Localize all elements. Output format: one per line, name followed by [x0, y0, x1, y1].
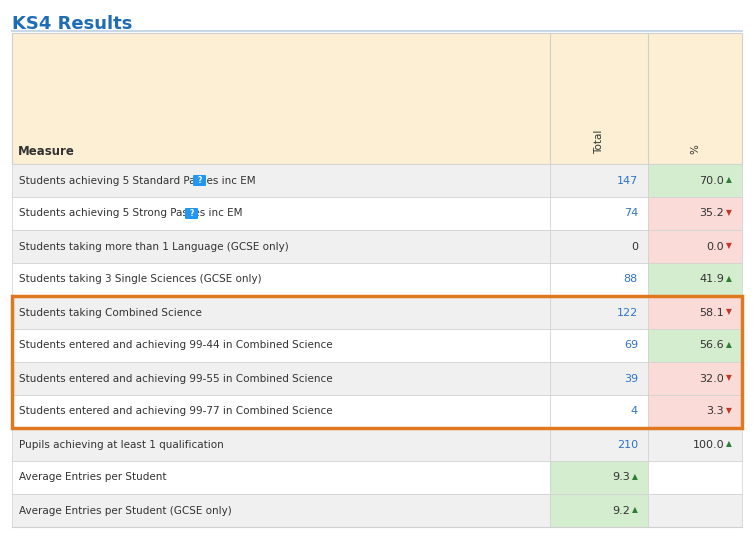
Bar — [550, 494, 648, 527]
Bar — [550, 461, 648, 494]
Text: 4: 4 — [631, 406, 638, 417]
Text: KS4 Results: KS4 Results — [12, 15, 132, 33]
Text: ▲: ▲ — [726, 176, 732, 184]
Text: Average Entries per Student: Average Entries per Student — [19, 473, 167, 483]
Bar — [12, 33, 742, 164]
Text: Students entered and achieving 99-77 in Combined Science: Students entered and achieving 99-77 in … — [19, 406, 333, 417]
Text: ▼: ▼ — [726, 307, 732, 317]
FancyBboxPatch shape — [185, 208, 198, 219]
Bar — [550, 428, 648, 461]
Bar — [648, 296, 742, 329]
Text: 3.3: 3.3 — [707, 406, 724, 417]
Bar — [550, 296, 648, 329]
Text: 88: 88 — [624, 274, 638, 284]
Text: 70.0: 70.0 — [699, 176, 724, 186]
Bar — [648, 263, 742, 296]
Bar — [648, 164, 742, 197]
Text: 32.0: 32.0 — [699, 373, 724, 384]
Text: %: % — [690, 144, 700, 154]
Bar — [12, 428, 550, 461]
Bar — [12, 164, 550, 197]
Text: ▼: ▼ — [726, 242, 732, 250]
Text: 9.3: 9.3 — [612, 473, 630, 483]
Text: 100.0: 100.0 — [692, 440, 724, 450]
Text: Students entered and achieving 99-55 in Combined Science: Students entered and achieving 99-55 in … — [19, 373, 333, 384]
Text: ▼: ▼ — [726, 406, 732, 416]
Text: 41.9: 41.9 — [699, 274, 724, 284]
Bar — [648, 428, 742, 461]
Bar — [550, 395, 648, 428]
Bar — [648, 230, 742, 263]
Bar — [550, 362, 648, 395]
Bar — [648, 362, 742, 395]
Text: ▲: ▲ — [726, 340, 732, 350]
Text: 74: 74 — [624, 209, 638, 219]
Bar — [12, 494, 550, 527]
Text: Measure: Measure — [18, 145, 75, 158]
Bar — [12, 263, 550, 296]
Text: Students entered and achieving 99-44 in Combined Science: Students entered and achieving 99-44 in … — [19, 340, 333, 350]
Text: 122: 122 — [617, 307, 638, 317]
Bar — [12, 362, 550, 395]
Text: ▲: ▲ — [726, 274, 732, 283]
Text: 210: 210 — [617, 440, 638, 450]
Text: Students taking Combined Science: Students taking Combined Science — [19, 307, 202, 317]
Bar — [648, 329, 742, 362]
Text: 56.6: 56.6 — [699, 340, 724, 350]
Text: Students taking 3 Single Sciences (GCSE only): Students taking 3 Single Sciences (GCSE … — [19, 274, 262, 284]
Text: 0.0: 0.0 — [707, 242, 724, 251]
Bar — [550, 263, 648, 296]
Bar — [550, 197, 648, 230]
Text: 58.1: 58.1 — [699, 307, 724, 317]
Bar — [12, 329, 550, 362]
Text: ?: ? — [197, 176, 202, 185]
FancyBboxPatch shape — [193, 175, 206, 186]
Text: Pupils achieving at least 1 qualification: Pupils achieving at least 1 qualificatio… — [19, 440, 223, 450]
Text: ▲: ▲ — [726, 440, 732, 449]
Bar — [12, 197, 550, 230]
Text: ▲: ▲ — [632, 473, 638, 481]
Text: Students achieving 5 Standard Passes inc EM: Students achieving 5 Standard Passes inc… — [19, 176, 256, 186]
Bar — [12, 395, 550, 428]
Text: 35.2: 35.2 — [699, 209, 724, 219]
Text: 147: 147 — [617, 176, 638, 186]
Text: Average Entries per Student (GCSE only): Average Entries per Student (GCSE only) — [19, 506, 232, 516]
Bar — [648, 395, 742, 428]
Text: ▼: ▼ — [726, 373, 732, 383]
Text: ▼: ▼ — [726, 209, 732, 217]
Bar — [550, 164, 648, 197]
Text: ▲: ▲ — [632, 506, 638, 514]
Bar — [550, 230, 648, 263]
Text: Total: Total — [594, 130, 604, 154]
Text: ?: ? — [190, 209, 194, 218]
Text: 9.2: 9.2 — [612, 506, 630, 516]
Bar — [648, 197, 742, 230]
Bar — [12, 296, 742, 428]
Bar — [12, 230, 550, 263]
Bar — [12, 296, 550, 329]
Text: 69: 69 — [624, 340, 638, 350]
Bar — [648, 461, 742, 494]
Bar — [648, 494, 742, 527]
Text: 39: 39 — [624, 373, 638, 384]
Text: Students taking more than 1 Language (GCSE only): Students taking more than 1 Language (GC… — [19, 242, 288, 251]
Text: Students achieving 5 Strong Passes inc EM: Students achieving 5 Strong Passes inc E… — [19, 209, 242, 219]
Bar — [550, 329, 648, 362]
Text: 0: 0 — [631, 242, 638, 251]
Bar — [12, 461, 550, 494]
